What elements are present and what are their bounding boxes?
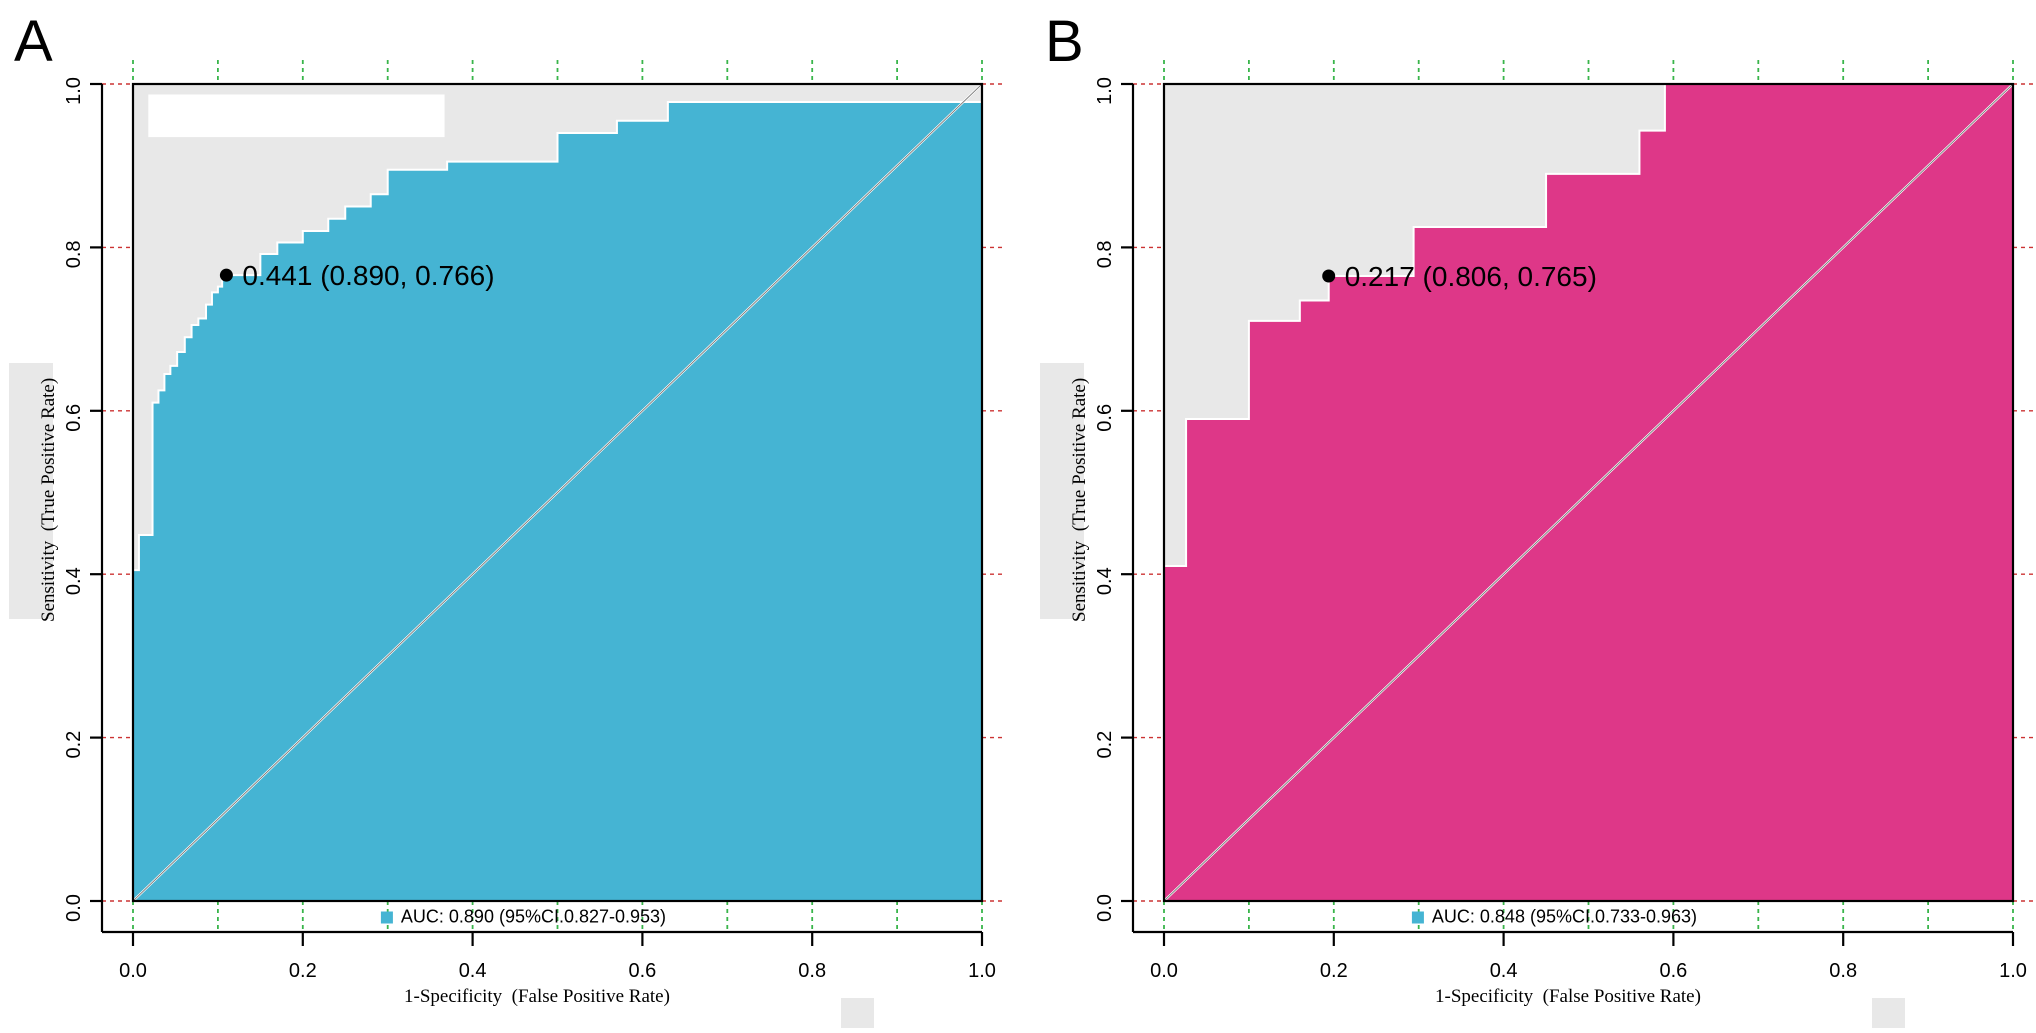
svg-text:0.4: 0.4: [1094, 567, 1116, 595]
svg-text:0.8: 0.8: [798, 960, 826, 982]
svg-text:0.6: 0.6: [628, 960, 656, 982]
svg-text:0.2: 0.2: [63, 731, 85, 759]
svg-text:0.6: 0.6: [63, 404, 85, 432]
svg-text:0.2: 0.2: [1320, 960, 1348, 982]
svg-text:0.0: 0.0: [63, 894, 85, 922]
svg-text:0.2: 0.2: [289, 960, 317, 982]
svg-text:0.6: 0.6: [1094, 404, 1116, 432]
svg-text:1.0: 1.0: [968, 960, 996, 982]
svg-text:0.4: 0.4: [1490, 960, 1518, 982]
svg-text:0.0: 0.0: [1094, 894, 1116, 922]
svg-text:0.8: 0.8: [63, 240, 85, 268]
svg-text:0.0: 0.0: [1150, 960, 1178, 982]
svg-text:1.0: 1.0: [1999, 960, 2027, 982]
svg-text:0.2: 0.2: [1094, 731, 1116, 759]
svg-text:AUC: 0.848 (95%CI.0.733-0.963): AUC: 0.848 (95%CI.0.733-0.963): [1432, 907, 1697, 927]
svg-text:0.8: 0.8: [1829, 960, 1857, 982]
svg-text:AUC: 0.890 (95%CI.0.827-0.953): AUC: 0.890 (95%CI.0.827-0.953): [401, 907, 666, 927]
svg-text:0.8: 0.8: [1094, 240, 1116, 268]
svg-text:0.4: 0.4: [63, 567, 85, 595]
svg-text:1.0: 1.0: [63, 77, 85, 105]
svg-text:0.0: 0.0: [119, 960, 147, 982]
svg-text:0.4: 0.4: [459, 960, 487, 982]
svg-text:0.217 (0.806, 0.765): 0.217 (0.806, 0.765): [1345, 261, 1597, 292]
svg-text:0.6: 0.6: [1659, 960, 1687, 982]
svg-text:0.441 (0.890, 0.766): 0.441 (0.890, 0.766): [242, 260, 494, 291]
svg-text:1.0: 1.0: [1094, 77, 1116, 105]
